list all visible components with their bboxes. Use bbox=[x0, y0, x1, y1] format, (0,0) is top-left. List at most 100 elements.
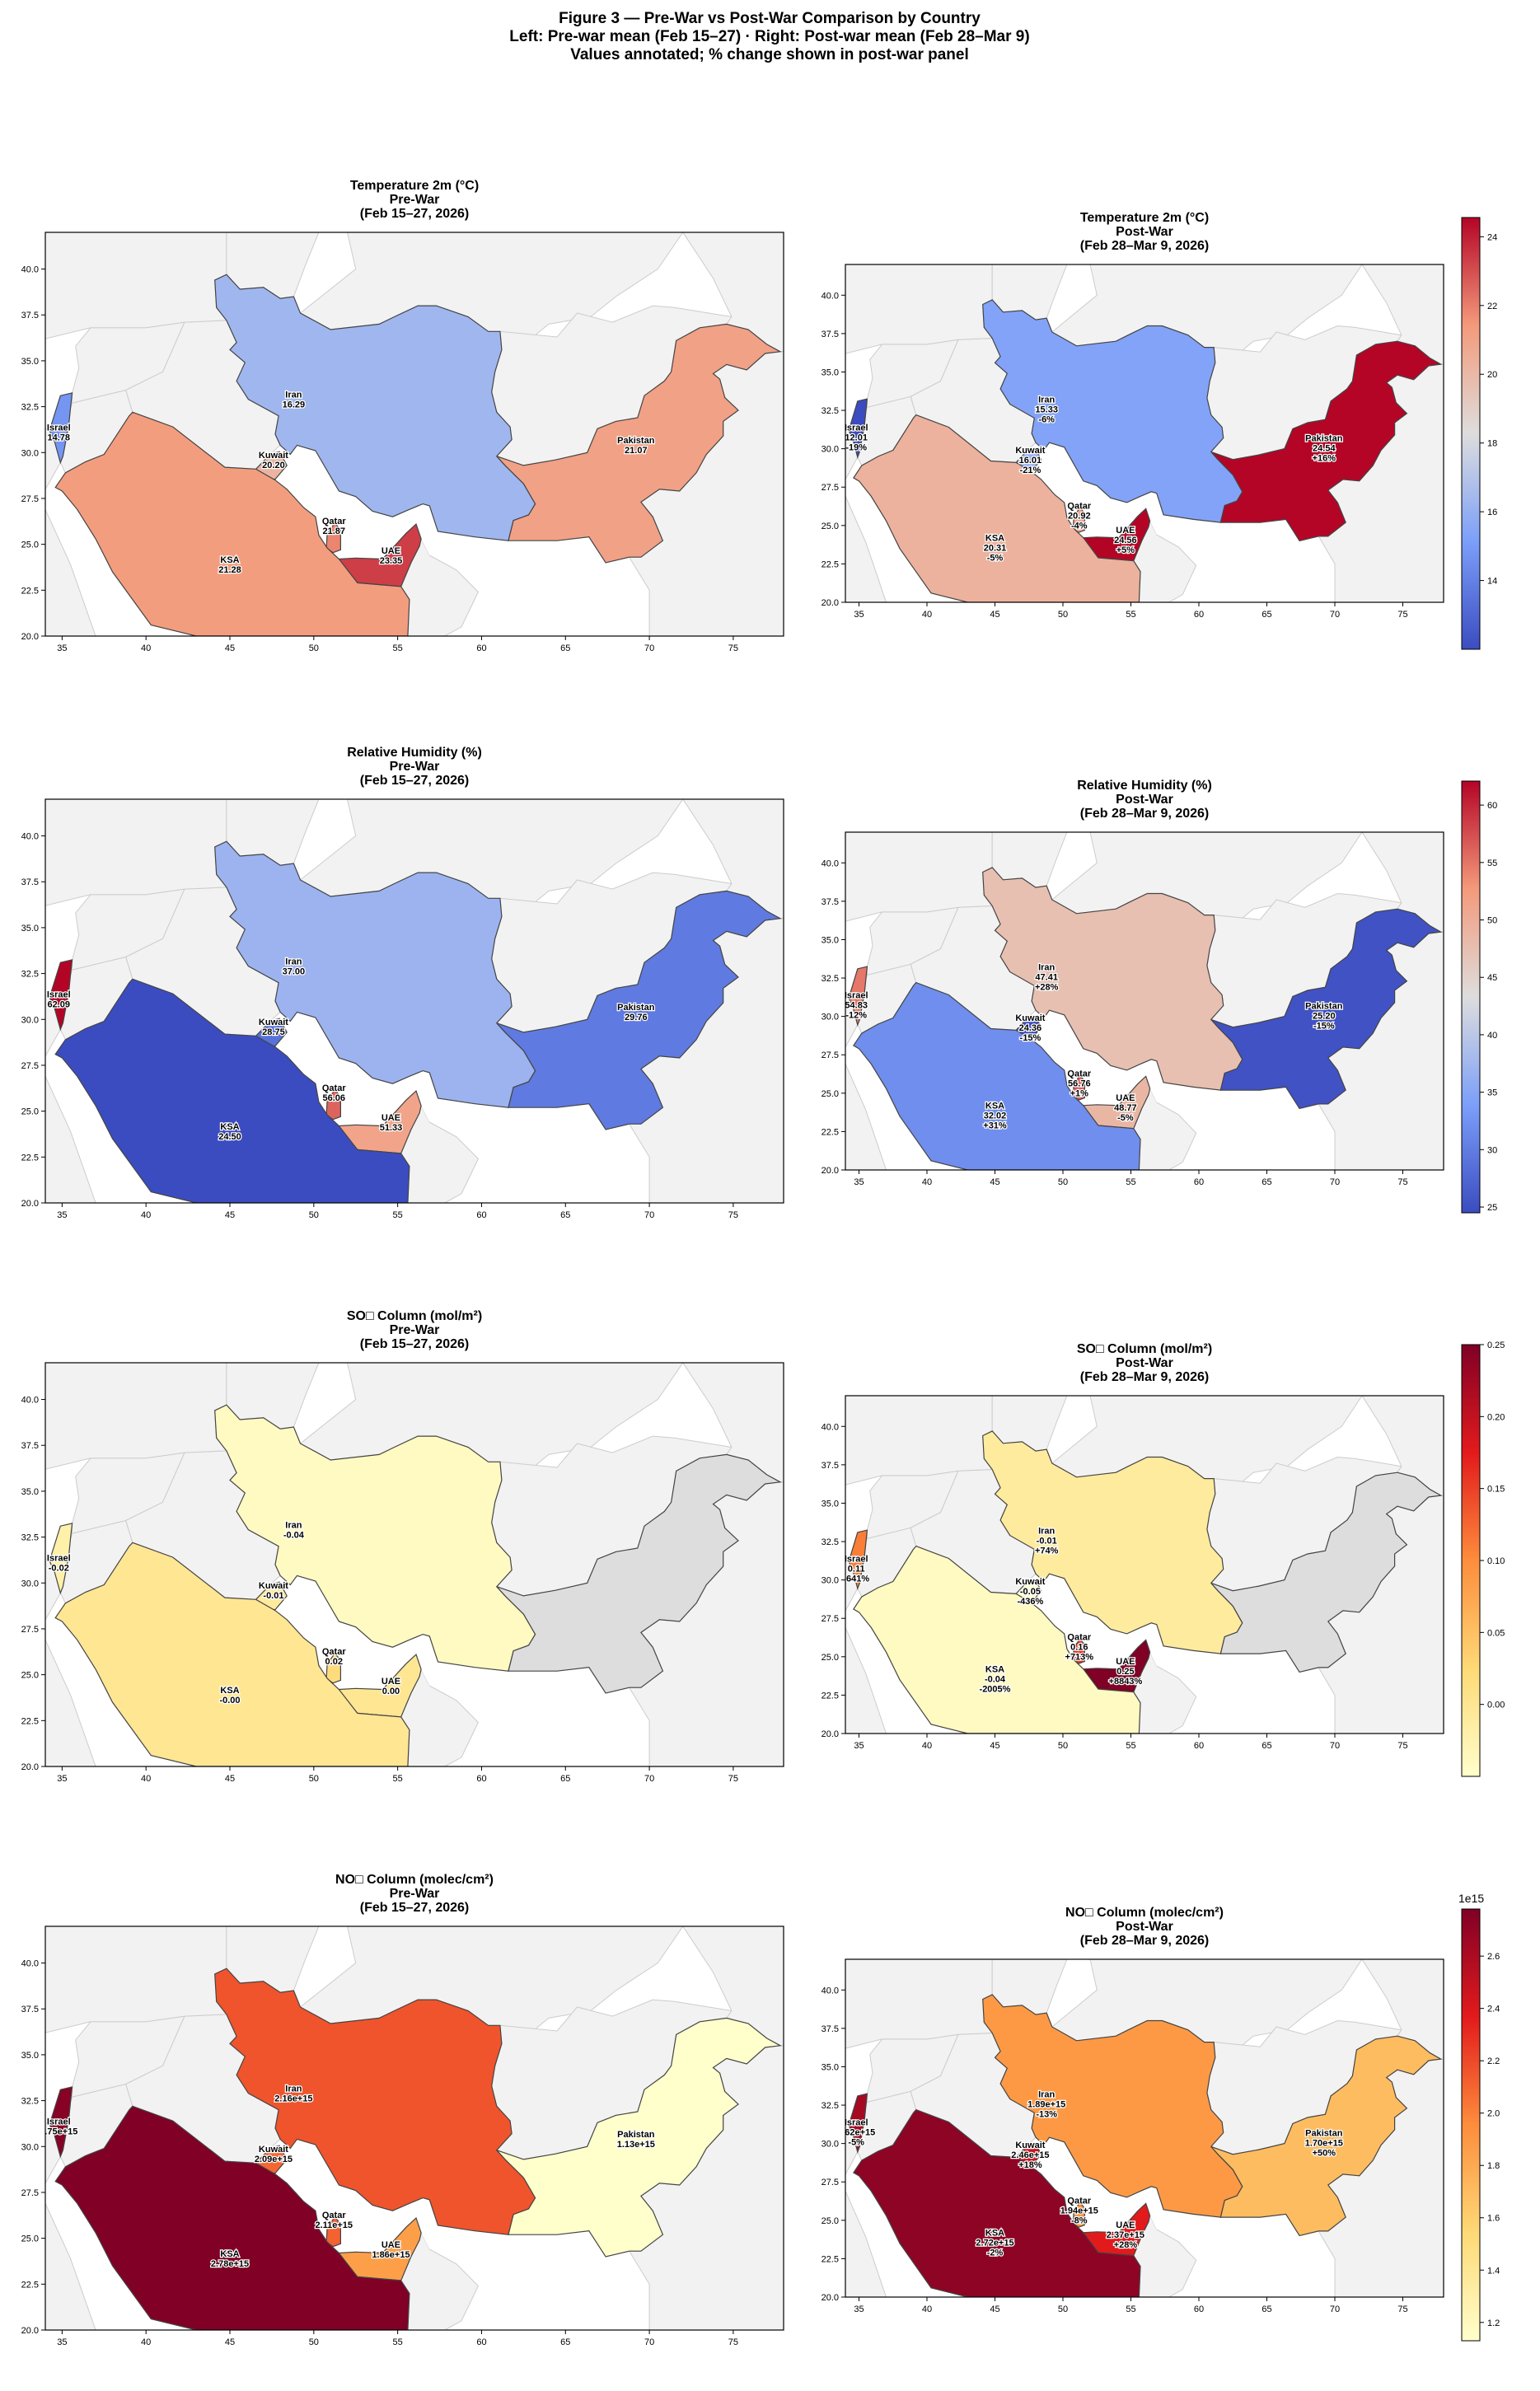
y-tick-label: 40.0 bbox=[21, 1396, 39, 1406]
y-tick-label: 25.0 bbox=[21, 1107, 39, 1117]
country-label-ksa: KSA bbox=[220, 555, 239, 565]
country-label-ksa: 20.31 bbox=[984, 543, 1007, 553]
x-tick-label: 40 bbox=[141, 1774, 151, 1784]
x-tick-label: 65 bbox=[1261, 1741, 1271, 1751]
colorbar-tick-label: 25 bbox=[1487, 1203, 1497, 1213]
country-israel bbox=[848, 398, 868, 459]
country-label-kuwait: 16.01 bbox=[1019, 456, 1042, 466]
country-label-qatar: -4% bbox=[1071, 521, 1088, 531]
country-label-qatar: -8% bbox=[1071, 2216, 1088, 2225]
panel-title-pre-line-1: SO□ Column (mol/m²) bbox=[347, 1309, 482, 1323]
y-tick-label: 32.5 bbox=[21, 1533, 39, 1543]
x-tick-label: 75 bbox=[728, 643, 738, 653]
colorbar-1: 25 30 35 40 45 50 55 60 bbox=[1461, 780, 1497, 1214]
country-label-qatar: Qatar bbox=[1067, 501, 1091, 511]
x-tick-label: 65 bbox=[560, 643, 570, 653]
y-tick-label: 25.0 bbox=[821, 2216, 839, 2226]
x-tick-label: 35 bbox=[57, 1210, 67, 1220]
country-label-qatar: 21.87 bbox=[322, 526, 345, 536]
colorbar-tick-label: 18 bbox=[1487, 439, 1497, 449]
y-tick-label: 30.0 bbox=[21, 2142, 39, 2152]
x-tick-label: 65 bbox=[560, 1774, 570, 1784]
y-tick-label: 35.0 bbox=[821, 935, 839, 945]
y-tick-label: 20.0 bbox=[21, 2326, 39, 2336]
country-label-uae: +8843% bbox=[1109, 1677, 1143, 1687]
country-label-iran: Iran bbox=[1038, 395, 1055, 405]
country-label-qatar: 56.76 bbox=[1068, 1079, 1091, 1088]
country-label-kuwait: Kuwait bbox=[259, 2145, 288, 2155]
country-qatar bbox=[1072, 2201, 1086, 2228]
x-tick-label: 70 bbox=[1330, 610, 1340, 620]
country-label-pakistan: 24.54 bbox=[1313, 443, 1336, 453]
country-label-uae: UAE bbox=[381, 1113, 400, 1123]
axes-frame bbox=[44, 232, 784, 637]
axes-frame bbox=[44, 1925, 784, 2331]
colorbar-gradient bbox=[1461, 217, 1481, 650]
persian-gulf bbox=[1032, 1574, 1183, 1669]
country-label-iran: Iran bbox=[1038, 963, 1055, 973]
panel-title-post-line-2: Post-War bbox=[1116, 1356, 1173, 1370]
y-tick-label: 30.0 bbox=[821, 445, 839, 455]
country-label-uae: UAE bbox=[381, 546, 400, 556]
panel-title-pre-line-3: (Feb 15–27, 2026) bbox=[360, 207, 470, 221]
x-tick-label: 60 bbox=[476, 643, 486, 653]
y-tick-label: 25.0 bbox=[821, 1653, 839, 1663]
country-label-israel: -5% bbox=[848, 2137, 864, 2147]
colorbar-tick-label: 2.2 bbox=[1487, 2056, 1500, 2066]
y-tick-label: 27.5 bbox=[821, 1614, 839, 1624]
colorbar-tick-label: 50 bbox=[1487, 916, 1497, 926]
country-label-pakistan: 25.20 bbox=[1313, 1011, 1336, 1021]
y-tick-label: 27.5 bbox=[21, 2188, 39, 2198]
map-panel-2-post: SO□ Column (mol/m²)Post-War(Feb 28–Mar 9… bbox=[821, 1342, 1444, 1751]
country-label-pakistan: Pakistan bbox=[1305, 2128, 1343, 2138]
y-tick-label: 22.5 bbox=[21, 586, 39, 596]
x-tick-label: 70 bbox=[1330, 2304, 1340, 2314]
x-tick-label: 60 bbox=[476, 1210, 486, 1220]
x-tick-label: 55 bbox=[393, 2337, 403, 2347]
country-label-qatar: 56.06 bbox=[322, 1093, 345, 1103]
colorbar-tick-label: 2.0 bbox=[1487, 2109, 1500, 2119]
country-label-ksa: KSA bbox=[220, 2249, 239, 2259]
country-label-iran: 2.16e+15 bbox=[274, 2094, 312, 2103]
x-tick-label: 45 bbox=[225, 1210, 235, 1220]
country-label-kuwait: Kuwait bbox=[1015, 2141, 1045, 2150]
country-label-qatar: 2.11e+15 bbox=[315, 2220, 353, 2230]
country-label-pakistan: Pakistan bbox=[617, 1003, 655, 1013]
panel-title-post-line-1: SO□ Column (mol/m²) bbox=[1077, 1342, 1212, 1356]
y-tick-label: 27.5 bbox=[821, 2178, 839, 2187]
country-qatar bbox=[325, 1089, 341, 1121]
x-tick-label: 60 bbox=[1194, 610, 1204, 620]
axes-frame bbox=[845, 831, 1444, 1171]
y-tick-label: 35.0 bbox=[21, 357, 39, 367]
colorbar-tick-label: 0.00 bbox=[1487, 1701, 1505, 1710]
map-panel-0-post: Temperature 2m (°C)Post-War(Feb 28–Mar 9… bbox=[821, 211, 1444, 620]
country-ksa bbox=[54, 2105, 410, 2330]
x-tick-label: 55 bbox=[1126, 2304, 1135, 2314]
panel-title-pre-line-2: Pre-War bbox=[390, 1323, 440, 1337]
panel-title-post-line-1: Temperature 2m (°C) bbox=[1080, 211, 1209, 225]
y-tick-label: 35.0 bbox=[821, 367, 839, 377]
country-label-israel: Israel bbox=[845, 423, 868, 433]
y-tick-label: 35.0 bbox=[821, 2062, 839, 2072]
persian-gulf bbox=[275, 1012, 461, 1126]
y-tick-label: 37.5 bbox=[821, 897, 839, 907]
panel-title-post-line-3: (Feb 28–Mar 9, 2026) bbox=[1080, 1934, 1210, 1948]
y-tick-label: 32.5 bbox=[821, 974, 839, 984]
panel-title-pre-line-3: (Feb 15–27, 2026) bbox=[360, 1337, 470, 1351]
panel-title-pre-line-1: Temperature 2m (°C) bbox=[350, 179, 479, 193]
y-tick-label: 30.0 bbox=[21, 448, 39, 458]
y-tick-label: 32.5 bbox=[21, 403, 39, 413]
country-label-iran: 16.29 bbox=[283, 400, 306, 409]
y-tick-label: 40.0 bbox=[821, 859, 839, 868]
country-label-uae: 51.33 bbox=[380, 1123, 403, 1133]
country-label-kuwait: Kuwait bbox=[259, 1018, 288, 1027]
country-label-kuwait: -0.05 bbox=[1020, 1587, 1041, 1597]
colorbar-tick-label: 16 bbox=[1487, 508, 1497, 517]
country-label-kuwait: -436% bbox=[1018, 1597, 1044, 1607]
country-label-qatar: 0.02 bbox=[325, 1657, 343, 1667]
y-tick-label: 37.5 bbox=[821, 1461, 839, 1471]
country-label-iran: 37.00 bbox=[283, 966, 306, 976]
x-tick-label: 60 bbox=[1194, 2304, 1204, 2314]
